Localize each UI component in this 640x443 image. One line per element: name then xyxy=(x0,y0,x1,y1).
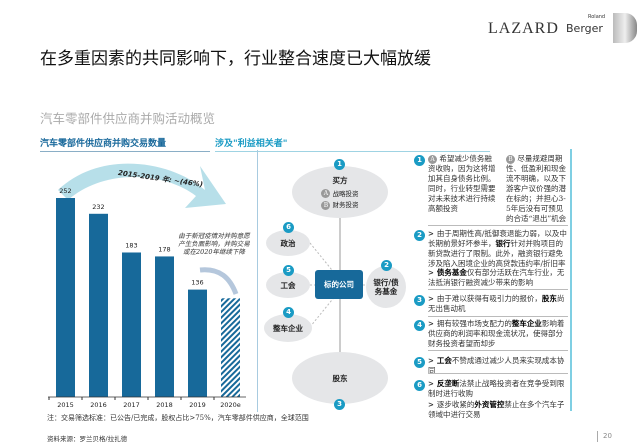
union-node: 工会 xyxy=(266,272,310,298)
point-1-badge: 1 xyxy=(414,155,425,166)
x-tick-label: 2016 xyxy=(90,401,107,409)
t: 尚无出售动机 xyxy=(428,294,565,313)
t: 拥有较强市场支配力的 xyxy=(436,319,512,328)
target-company-node: 标的公司 xyxy=(315,270,363,299)
page-divider xyxy=(597,431,598,442)
bar-chart: 2015-2019 年: ~(46%) 25220152322016183201… xyxy=(48,163,246,409)
num-badge-5: 5 xyxy=(283,265,294,276)
roland-logo-text: Roland xyxy=(588,14,606,20)
berger-logo-text: Berger xyxy=(566,22,603,35)
x-tick-label: 2020e xyxy=(220,401,241,409)
bar-2020e xyxy=(221,298,240,397)
x-tick-label: 2017 xyxy=(123,401,140,409)
x-tick-label: 2018 xyxy=(156,401,173,409)
bank-node: 银行/债务基金 xyxy=(366,266,406,308)
source: 资料来源：罗兰贝格/拉扎德 xyxy=(47,435,128,443)
page-number: 20 xyxy=(603,432,612,440)
t: 由于周期性高/抵御衰退能力弱，以及中长期前景好坏参半， xyxy=(428,229,567,248)
union-bold: 工会 xyxy=(436,356,452,365)
politics-node: 政治 xyxy=(266,230,310,256)
bar-2018 xyxy=(155,256,174,397)
oem-bold: 整车企业 xyxy=(511,319,542,328)
bar-value-label: 232 xyxy=(92,203,104,211)
b-icon: B xyxy=(506,154,515,164)
chart-heading: 汽车零部件供应商并购交易数量 xyxy=(40,136,210,152)
t: 禁止在多个汽车子领域中进行交易 xyxy=(428,400,565,419)
strategic-investor: 战略投资 xyxy=(332,189,359,198)
page-title: 在多重因素的共同影响下，行业整合速度已大幅放缓 xyxy=(40,49,431,69)
t: 仅有部分活跃在汽车行业，无法抵消银行融资减少带来的影响 xyxy=(428,268,565,287)
separator xyxy=(428,289,568,290)
t: 法禁止战略投资者在竞争受到限制时进行收购 xyxy=(428,379,565,398)
t: 逐步收紧的 xyxy=(436,400,475,409)
b-icon: B xyxy=(321,200,331,210)
subtitle: 汽车零部件供应商并购活动概览 xyxy=(40,111,216,126)
point-1b-text: 尽量规避周期性、低盈利和现金流不明确，以及下游客户议价强的潜在标的；并担心3-5… xyxy=(506,154,567,223)
separator xyxy=(428,316,568,317)
stakeholder-heading: 涉及"利益相关者" xyxy=(215,136,490,152)
bar-2017 xyxy=(122,252,141,397)
bar-value-label: 178 xyxy=(158,245,170,253)
bar-value-label: 183 xyxy=(125,241,137,249)
panel-border xyxy=(570,149,572,411)
point-2a: > 由于周期性高/抵御衰退能力弱，以及中长期前景好坏参半，银行针对并购项目的新贷款… xyxy=(428,229,567,268)
roland-berger-logo xyxy=(613,13,637,43)
t: 影响着供应商的利润率和现金流状况，使得部分财务投资者望而却步 xyxy=(428,319,565,348)
debt-fund-bold: 债务基金 xyxy=(436,268,467,277)
bar-value-label: 252 xyxy=(59,187,71,195)
point-5: > 工会不赞成通过减少人员来实现成本协同 xyxy=(428,356,565,375)
decline-arrow xyxy=(199,267,239,295)
t: 由于难以获得有吸引力的报价， xyxy=(436,294,542,303)
separator xyxy=(428,225,568,226)
num-badge-1: 1 xyxy=(334,159,345,170)
bank-bold: 银行 xyxy=(495,239,511,248)
footnote: 注：交易筛选标准：已公告/已完成，股权占比>75%，汽车零部件供应商，全球范围 xyxy=(47,414,309,422)
t: 不赞成通过减少人员来实现成本协同 xyxy=(428,356,565,375)
shareholders-node: 股东 xyxy=(292,352,388,404)
num-badge-4: 4 xyxy=(283,307,294,318)
point-4-badge: 4 xyxy=(414,320,425,331)
point-4: > 拥有较强市场支配力的整车企业影响着供应商的利润率和现金流状况，使得部分财务投资… xyxy=(428,319,565,348)
num-badge-6: 6 xyxy=(283,222,294,233)
num-badge-3: 3 xyxy=(334,399,345,410)
point-6-badge: 6 xyxy=(414,380,425,391)
point-6b: > 逐步收紧的外资管控禁止在多个汽车子领域中进行交易 xyxy=(428,400,565,419)
lazard-logo: LAZARD xyxy=(488,20,559,37)
point-1b: B 尽量规避周期性、低盈利和现金流不明确，以及下游客户议价强的潜在标的；并担心3… xyxy=(506,154,568,224)
buyer-label: 买方 xyxy=(332,175,348,185)
a-icon: A xyxy=(321,189,331,198)
bar-2019 xyxy=(188,289,207,397)
bar-2015 xyxy=(56,198,75,397)
separator xyxy=(428,373,568,374)
point-2b: > 债务基金仅有部分活跃在汽车行业，无法抵消银行融资减少带来的影响 xyxy=(428,268,565,287)
divider xyxy=(257,150,258,412)
bar-value-label: 136 xyxy=(191,279,203,287)
trend-arrow xyxy=(58,163,226,208)
buyer-node: 买方 A 战略投资 B 财务投资 xyxy=(292,166,388,218)
fdi-bold: 外资管控 xyxy=(474,400,505,409)
a-icon: A xyxy=(428,154,437,164)
bar-2016 xyxy=(89,213,108,397)
point-1a-text: 希望减少债务融资收购，因为这将增加其自身债务比例。同时，行业转型需要对未来技术进… xyxy=(428,154,496,213)
point-3-badge: 3 xyxy=(414,295,425,306)
separator xyxy=(428,350,568,351)
point-2-badge: 2 xyxy=(414,230,425,241)
oem-node: 整车企业 xyxy=(264,314,312,342)
point-1a: A 希望减少债务融资收购，因为这将增加其自身债务比例。同时，行业转型需要对未来技… xyxy=(428,154,498,214)
x-tick-label: 2019 xyxy=(189,401,206,409)
x-tick-label: 2015 xyxy=(57,401,74,409)
shareholder-bold: 股东 xyxy=(541,294,557,303)
num-badge-2: 2 xyxy=(381,260,392,271)
point-6a: > 反垄断法禁止战略投资者在竞争受到限制时进行收购 xyxy=(428,379,565,398)
point-5-badge: 5 xyxy=(414,357,425,368)
point-3: > 由于难以获得有吸引力的报价，股东尚无出售动机 xyxy=(428,294,565,313)
t: 针对并购项目的新贷款进行了限制。此外，融资银行避免涉及陷入困境企业的高贷款违约率… xyxy=(428,239,566,268)
financial-investor: 财务投资 xyxy=(332,201,359,209)
covid-annotation: 由于新冠疫情对并购意愿产生负面影响，并购交易或在2020年继续下降 xyxy=(178,232,250,256)
antitrust-bold: 反垄断 xyxy=(436,379,460,388)
